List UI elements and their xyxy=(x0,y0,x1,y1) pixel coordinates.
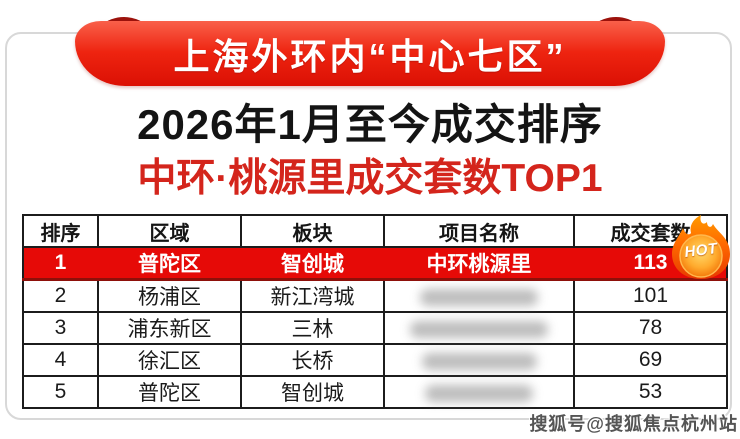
ranking-table: 排序 区域 板块 项目名称 成交套数 1 普陀区 智创城 中环桃源里 113 2 xyxy=(22,214,728,409)
col-header-area: 板块 xyxy=(240,214,385,248)
table-row: 1 普陀区 智创城 中环桃源里 113 xyxy=(22,246,728,281)
blurred-text-blob xyxy=(425,384,533,402)
banner-text: 上海外环内“中心七区” xyxy=(173,35,567,77)
hot-flame-icon: HOT xyxy=(665,213,737,281)
page-title: 2026年1月至今成交排序 xyxy=(137,101,603,148)
cell-rank: 4 xyxy=(22,343,99,377)
col-header-project: 项目名称 xyxy=(383,214,575,248)
cell-area: 三林 xyxy=(240,311,385,345)
cell-area: 智创城 xyxy=(240,246,385,281)
table-row: 3 浦东新区 三林 78 xyxy=(22,311,728,345)
cell-area: 智创城 xyxy=(240,375,385,409)
cell-deals: 78 xyxy=(573,311,728,345)
cell-project-blurred xyxy=(383,311,575,345)
cell-project-blurred xyxy=(383,343,575,377)
cell-rank: 2 xyxy=(22,278,99,313)
cell-deals: 53 xyxy=(573,375,728,409)
table-header-row: 排序 区域 板块 项目名称 成交套数 xyxy=(22,214,728,248)
table-row: 5 普陀区 智创城 53 xyxy=(22,375,728,409)
cell-deals: 101 xyxy=(573,278,728,313)
cell-district: 杨浦区 xyxy=(97,278,242,313)
cell-project-blurred xyxy=(383,278,575,313)
col-header-district: 区域 xyxy=(97,214,242,248)
cell-area: 新江湾城 xyxy=(240,278,385,313)
cell-rank: 5 xyxy=(22,375,99,409)
cell-project: 中环桃源里 xyxy=(383,246,575,281)
cell-area: 长桥 xyxy=(240,343,385,377)
cell-rank: 3 xyxy=(22,311,99,345)
table-row: 4 徐汇区 长桥 69 xyxy=(22,343,728,377)
watermark: 搜狐号@搜狐焦点杭州站 xyxy=(529,414,738,434)
cell-district: 徐汇区 xyxy=(97,343,242,377)
blurred-text-blob xyxy=(420,288,538,306)
blurred-text-blob xyxy=(410,320,548,338)
cell-deals: 69 xyxy=(573,343,728,377)
cell-district: 普陀区 xyxy=(97,375,242,409)
blurred-text-blob xyxy=(421,352,537,370)
col-header-rank: 排序 xyxy=(22,214,99,248)
cell-rank: 1 xyxy=(22,246,99,281)
banner-ribbon: 上海外环内“中心七区” xyxy=(75,21,665,86)
cell-project-blurred xyxy=(383,375,575,409)
table-row: 2 杨浦区 新江湾城 101 xyxy=(22,278,728,313)
cell-district: 浦东新区 xyxy=(97,311,242,345)
cell-district: 普陀区 xyxy=(97,246,242,281)
page-subtitle: 中环·桃源里成交套数TOP1 xyxy=(137,157,603,200)
ranking-table-container: 排序 区域 板块 项目名称 成交套数 1 普陀区 智创城 中环桃源里 113 2 xyxy=(22,214,728,409)
